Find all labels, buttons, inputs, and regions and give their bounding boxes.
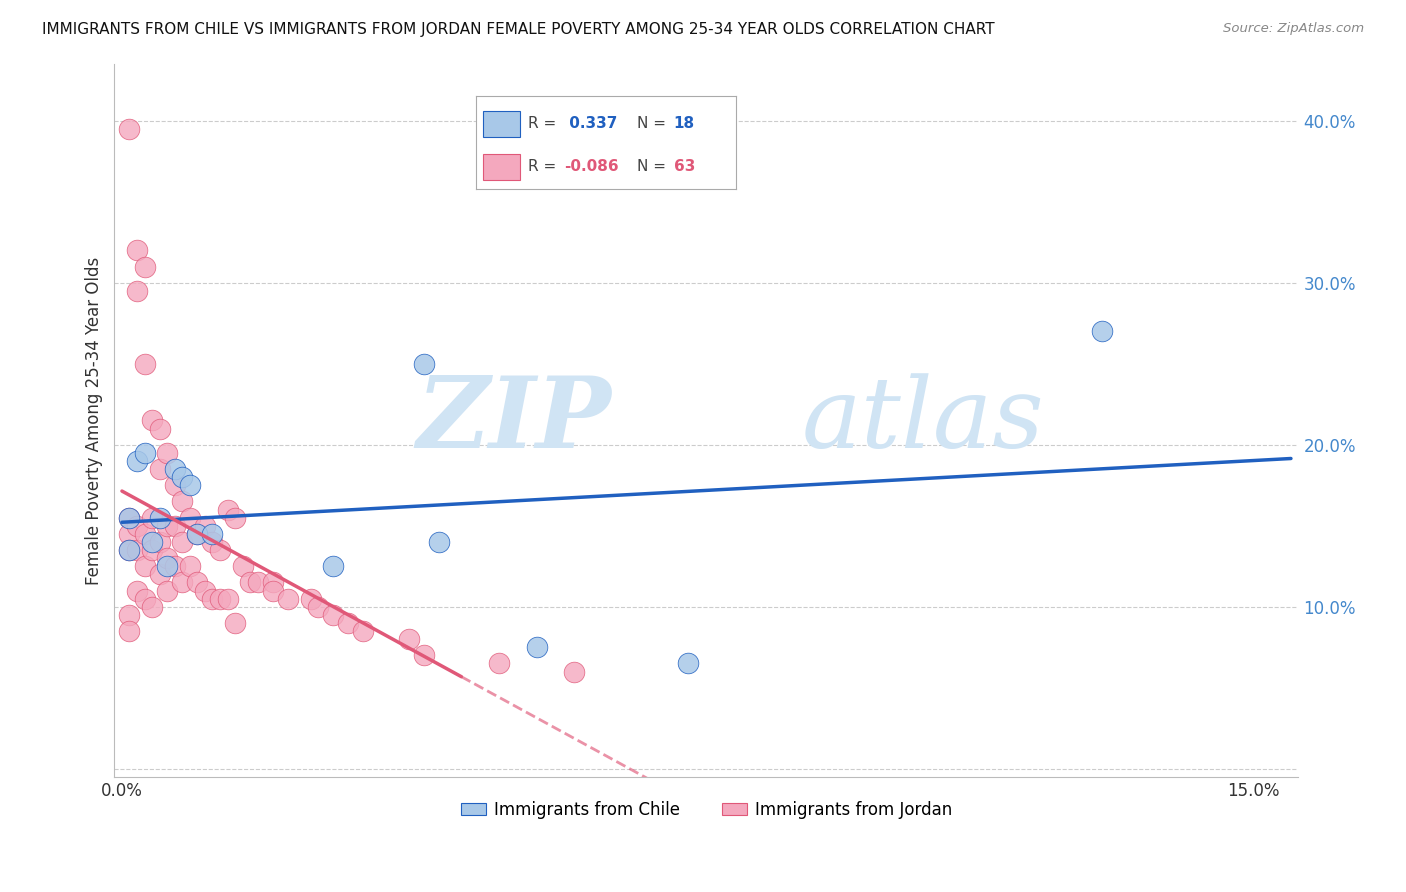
Point [322, 559, 344, 574]
Point [118, 543, 141, 558]
Point [194, 518, 217, 533]
Point [134, 357, 156, 371]
Text: ZIP: ZIP [416, 372, 612, 468]
Point [172, 535, 194, 549]
Text: atlas: atlas [801, 373, 1043, 468]
Point [201, 527, 224, 541]
Point [224, 615, 246, 630]
Point [186, 527, 208, 541]
Point [125, 583, 148, 598]
Text: IMMIGRANTS FROM CHILE VS IMMIGRANTS FROM JORDAN FEMALE POVERTY AMONG 25-34 YEAR : IMMIGRANTS FROM CHILE VS IMMIGRANTS FROM… [42, 22, 995, 37]
Point [217, 502, 239, 516]
Point [118, 624, 141, 638]
Point [134, 527, 156, 541]
Point [141, 543, 163, 558]
Point [149, 535, 172, 549]
Point [118, 527, 141, 541]
Point [186, 527, 208, 541]
Point [118, 607, 141, 622]
Point [352, 624, 374, 638]
Point [179, 559, 201, 574]
Point [156, 559, 179, 574]
Point [118, 510, 141, 524]
Point [208, 543, 231, 558]
Point [172, 494, 194, 508]
Point [194, 583, 217, 598]
Point [125, 454, 148, 468]
Point [156, 518, 179, 533]
Point [134, 559, 156, 574]
Point [398, 632, 420, 647]
Point [125, 244, 148, 258]
Point [118, 543, 141, 558]
Point [149, 510, 172, 524]
Point [322, 607, 344, 622]
Point [224, 510, 246, 524]
Point [307, 599, 329, 614]
Point [163, 478, 186, 492]
Point [201, 535, 224, 549]
Point [217, 591, 239, 606]
Point [262, 575, 284, 590]
Point [149, 462, 172, 476]
Point [172, 470, 194, 484]
Point [156, 583, 179, 598]
Point [163, 462, 186, 476]
Point [262, 583, 284, 598]
Point [134, 260, 156, 274]
Point [208, 591, 231, 606]
Point [118, 510, 141, 524]
Point [337, 615, 360, 630]
Point [134, 591, 156, 606]
Point [156, 551, 179, 566]
Point [149, 421, 172, 435]
Point [239, 575, 262, 590]
Point [125, 284, 148, 298]
Point [141, 535, 163, 549]
Point [172, 575, 194, 590]
Point [141, 599, 163, 614]
Point [125, 543, 148, 558]
Point [179, 478, 201, 492]
Point [232, 559, 254, 574]
Point [149, 567, 172, 582]
Point [163, 559, 186, 574]
Point [163, 518, 186, 533]
Point [125, 518, 148, 533]
Point [134, 446, 156, 460]
Point [488, 657, 510, 671]
Point [118, 121, 141, 136]
Point [156, 446, 179, 460]
Point [179, 510, 201, 524]
Point [676, 657, 699, 671]
Legend: Immigrants from Chile, Immigrants from Jordan: Immigrants from Chile, Immigrants from J… [454, 794, 959, 826]
Text: Source: ZipAtlas.com: Source: ZipAtlas.com [1223, 22, 1364, 36]
Point [564, 665, 586, 679]
Y-axis label: Female Poverty Among 25-34 Year Olds: Female Poverty Among 25-34 Year Olds [86, 256, 103, 584]
Point [141, 510, 163, 524]
Point [427, 535, 450, 549]
Point [1091, 324, 1114, 338]
Point [201, 591, 224, 606]
Point [141, 413, 163, 427]
Point [412, 648, 434, 663]
Point [299, 591, 322, 606]
Point [412, 357, 434, 371]
Point [246, 575, 269, 590]
Point [277, 591, 299, 606]
Point [526, 640, 548, 655]
Point [186, 575, 208, 590]
